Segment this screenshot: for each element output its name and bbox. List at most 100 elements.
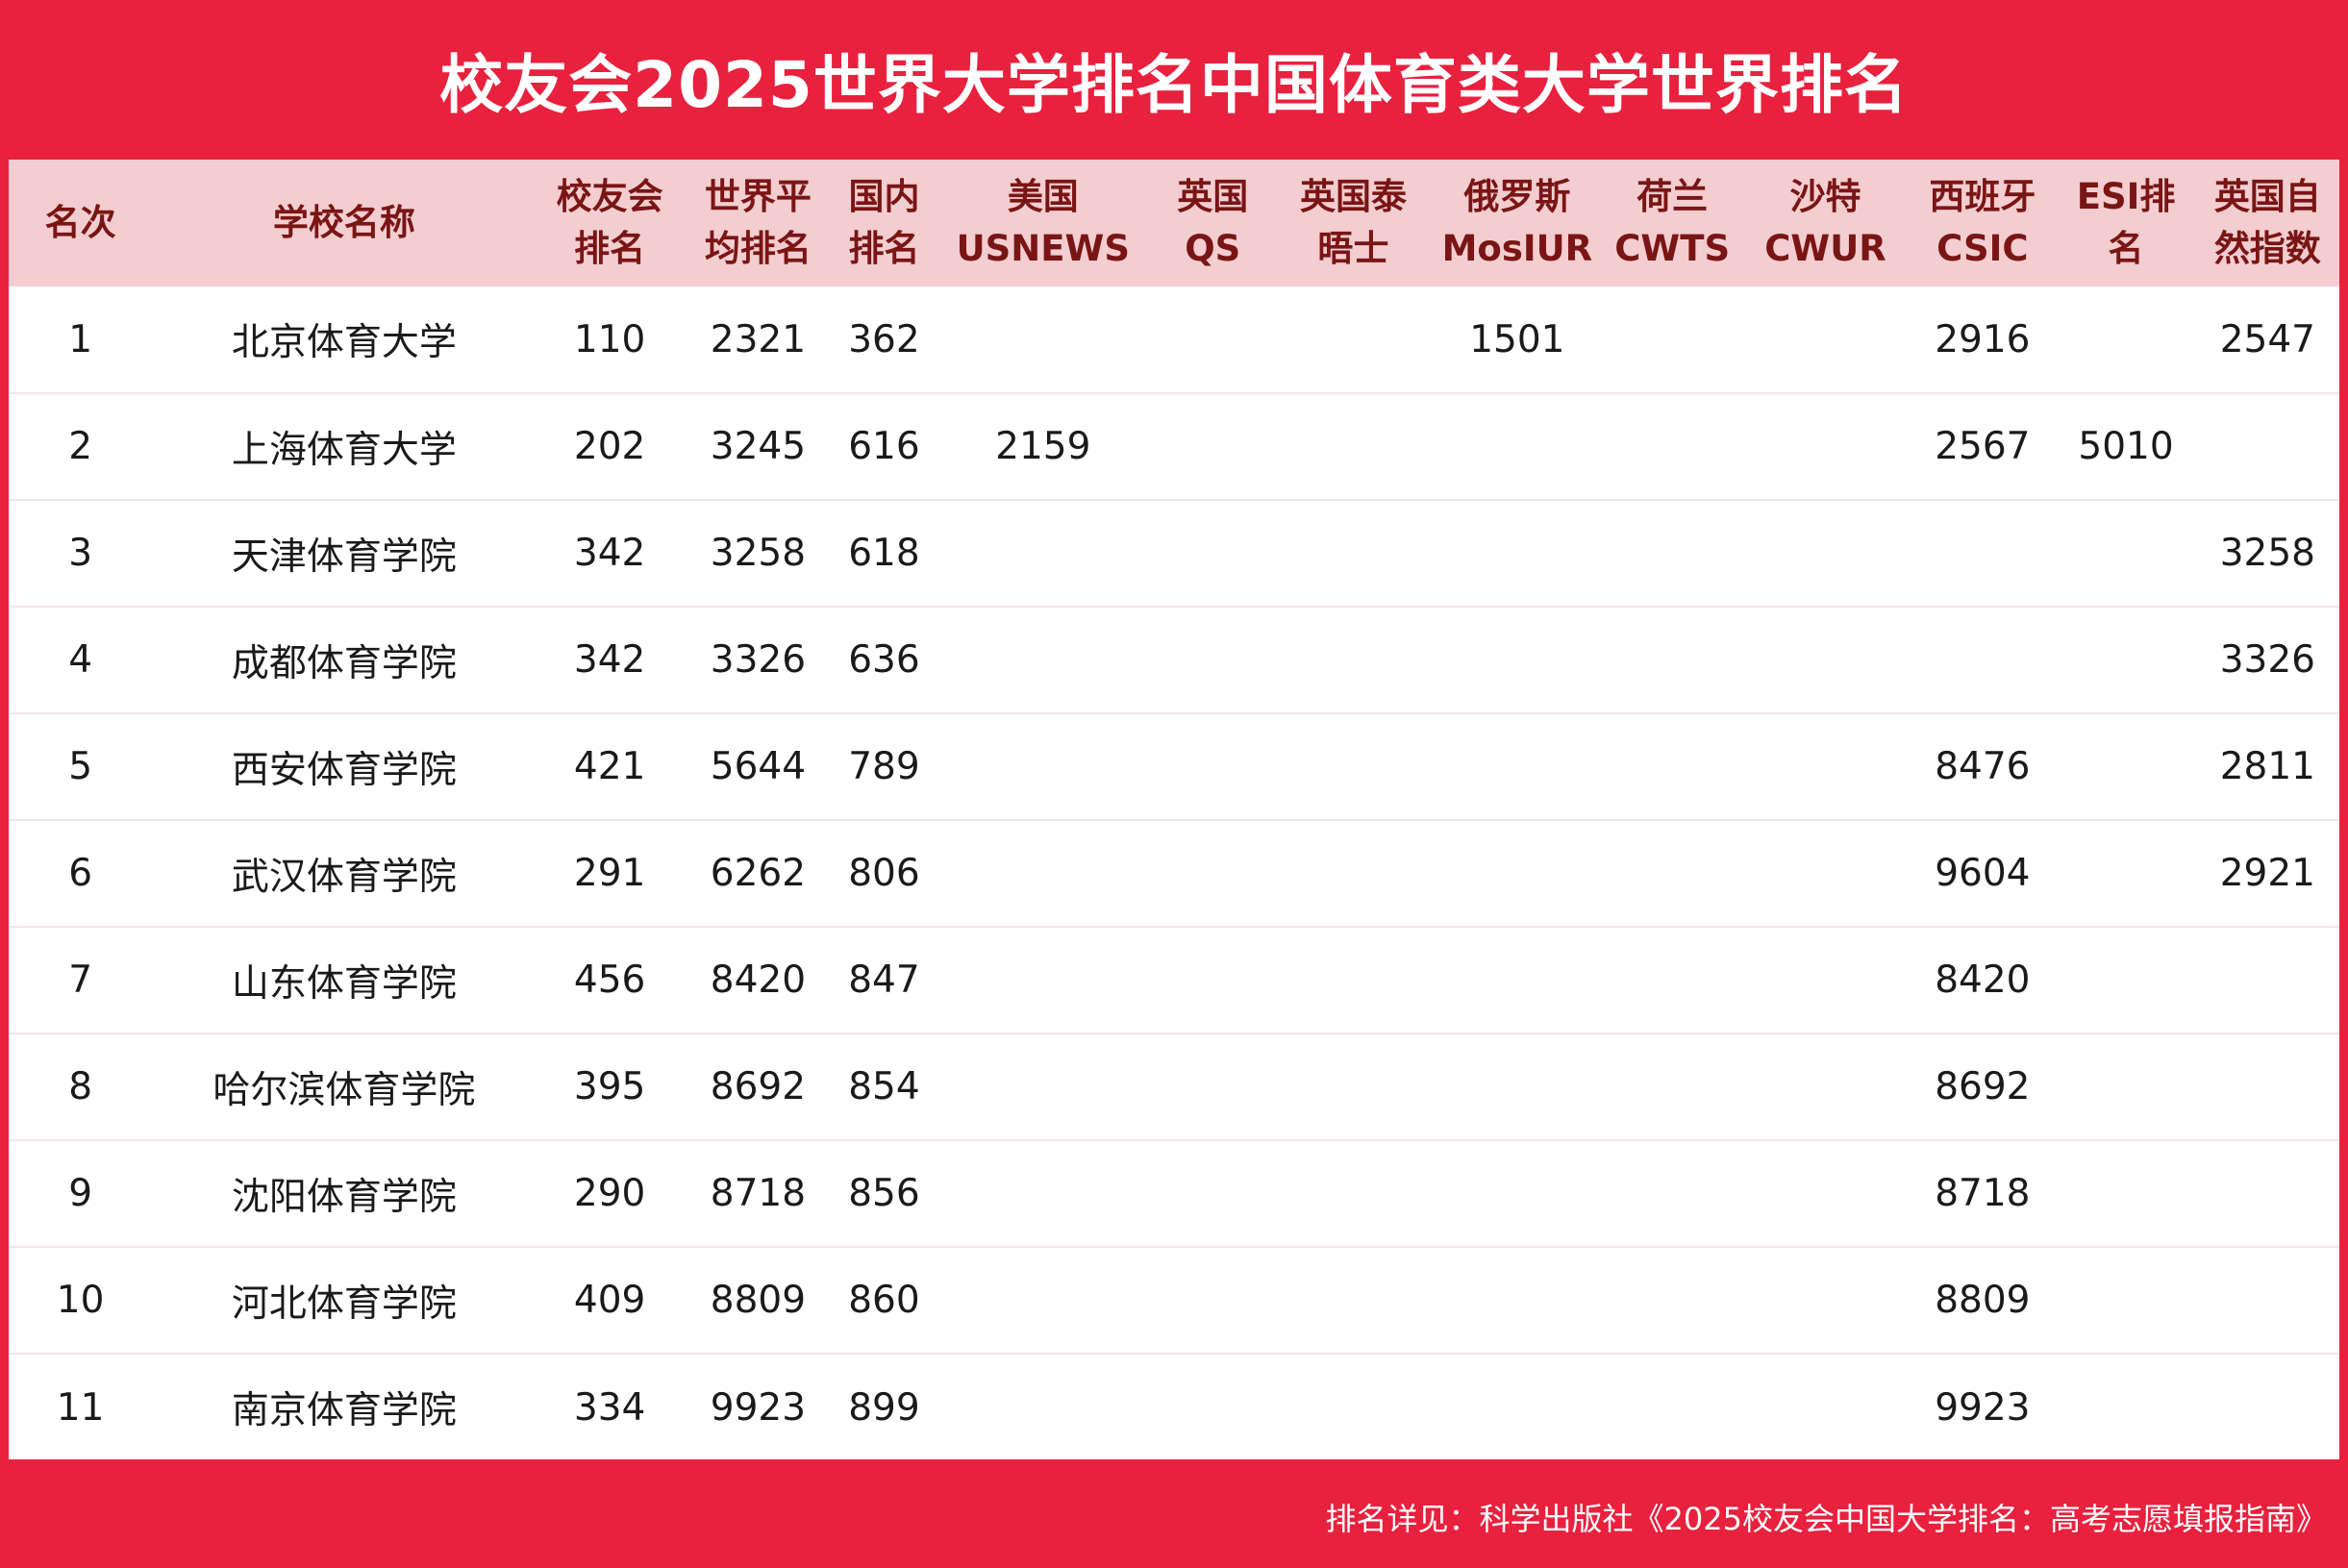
- table-cell: [2056, 1353, 2196, 1460]
- table-cell: [1742, 286, 1909, 393]
- table-cell: [1151, 286, 1275, 393]
- table-cell: [1741, 392, 1910, 500]
- table-cell: [1602, 1033, 1742, 1140]
- table-cell: [1274, 819, 1433, 927]
- table-cell: 北京体育大学: [231, 321, 457, 364]
- table-cell: [935, 606, 1151, 713]
- table-cell: [2056, 1033, 2196, 1140]
- column-header: 英国自 然指数: [2213, 176, 2321, 269]
- table-cell: 3326: [2195, 606, 2339, 713]
- table-cell: [2056, 819, 2196, 927]
- table-cell: 636: [833, 606, 936, 713]
- table-cell: [1602, 819, 1742, 927]
- table-cell: 8420: [1909, 926, 2057, 1033]
- table-cell: 3326: [683, 606, 834, 713]
- table-cell: [2056, 286, 2195, 393]
- table-cell: 856: [833, 1139, 936, 1247]
- table-cell: 8476: [1909, 712, 2057, 820]
- table-cell: [1150, 926, 1275, 1033]
- table-cell: [1432, 1139, 1603, 1247]
- table-cell: 3245: [683, 392, 834, 500]
- table-cell: 110: [573, 317, 646, 361]
- table-cell: [935, 926, 1151, 1033]
- table-cell: [1274, 1353, 1433, 1460]
- table-cell: [1275, 286, 1432, 393]
- table-cell: 8718: [1909, 1139, 2057, 1247]
- table-cell: [2056, 712, 2196, 820]
- table-cell: 806: [833, 819, 936, 927]
- table-cell: [2195, 392, 2339, 500]
- table-cell: [935, 1246, 1151, 1354]
- table-cell: 天津体育学院: [152, 499, 537, 607]
- table-row: 9 沈阳体育学院 290 8718 856 8718: [9, 1139, 2339, 1247]
- table-cell: [1602, 606, 1742, 713]
- table-cell: [1274, 499, 1433, 607]
- table-cell: [2056, 499, 2196, 607]
- table-cell: [1150, 499, 1275, 607]
- table-cell: [1741, 1353, 1910, 1460]
- table-cell: [1432, 712, 1603, 820]
- table-cell: [1741, 926, 1910, 1033]
- table-cell: [1150, 392, 1275, 500]
- table-cell: [1603, 286, 1742, 393]
- table-cell: [936, 286, 1151, 393]
- table-cell: 西安体育学院: [152, 712, 537, 820]
- column-header: 英国 QS: [1177, 176, 1249, 269]
- table-cell: [1432, 1033, 1603, 1140]
- column-header: 西班牙 CSIC: [1929, 176, 2036, 269]
- column-header: 学校名称: [272, 202, 415, 243]
- table-cell: [1150, 606, 1275, 713]
- column-header: 俄罗斯 MosIUR: [1441, 176, 1593, 269]
- table-row: 4 成都体育学院 342 3326 636 3326: [9, 606, 2339, 713]
- table-cell: 9604: [1909, 819, 2057, 927]
- table-cell: 789: [833, 712, 936, 820]
- table-cell: [1602, 1139, 1742, 1247]
- table-cell: 334: [536, 1353, 684, 1460]
- table-cell: 860: [833, 1246, 936, 1354]
- source-note: 排名详见：科学出版社《2025校友会中国大学排名：高考志愿填报指南》: [1325, 1501, 2327, 1537]
- page-title: 校友会2025世界大学排名中国体育类大学世界排名: [439, 48, 1909, 122]
- table-cell: [1432, 499, 1603, 607]
- table-cell: 成都体育学院: [152, 606, 537, 713]
- table-cell: [935, 1033, 1151, 1140]
- table-cell: 武汉体育学院: [152, 819, 537, 927]
- column-header: 美国 USNEWS: [956, 176, 1131, 269]
- table-cell: 8692: [683, 1033, 834, 1140]
- table-cell: [1741, 712, 1910, 820]
- table-cell: [1741, 606, 1910, 713]
- table-cell: [1274, 392, 1433, 500]
- column-header: 校友会 排名: [556, 176, 663, 269]
- table-cell: [935, 499, 1151, 607]
- table-cell: 1: [68, 317, 93, 361]
- table-header-row: 名次 学校名称 校友会 排名 世界平 均排名 国内 排名 美国 USNEWS 英国 QS 英国…: [9, 160, 2339, 286]
- table-cell: 899: [833, 1353, 936, 1460]
- table-cell: [1150, 712, 1275, 820]
- table-cell: [935, 1353, 1151, 1460]
- table-cell: [1274, 926, 1433, 1033]
- table-cell: [1909, 499, 2057, 607]
- table-cell: 362: [848, 317, 920, 361]
- table-cell: [2056, 1246, 2196, 1354]
- table-cell: [2195, 1246, 2339, 1354]
- table-row: 10 河北体育学院 409 8809 860 8809: [9, 1246, 2339, 1354]
- table-cell: 421: [536, 712, 684, 820]
- table-cell: 9923: [1909, 1353, 2057, 1460]
- table-cell: [1602, 392, 1742, 500]
- table-cell: 上海体育大学: [152, 392, 537, 500]
- table-cell: 哈尔滨体育学院: [152, 1033, 537, 1140]
- table-cell: [1741, 1139, 1910, 1247]
- table-row: 11 南京体育学院 334 9923 899 9923: [9, 1353, 2339, 1460]
- table-cell: 2: [9, 392, 153, 500]
- table-row: 1 北京体育大学 110 2321 362 1501 2916 2547: [9, 286, 2339, 393]
- table-cell: [1150, 1033, 1275, 1140]
- table-cell: 2916: [1935, 317, 2031, 361]
- table-cell: [1432, 926, 1603, 1033]
- column-header: 名次: [44, 202, 116, 243]
- table-row: 5 西安体育学院 421 5644 789 8476 2811: [9, 712, 2339, 820]
- table-cell: [1602, 712, 1742, 820]
- table-cell: 2811: [2195, 712, 2339, 820]
- table-cell: 9: [9, 1139, 153, 1247]
- table-cell: 456: [536, 926, 684, 1033]
- table-row: 8 哈尔滨体育学院 395 8692 854 8692: [9, 1033, 2339, 1140]
